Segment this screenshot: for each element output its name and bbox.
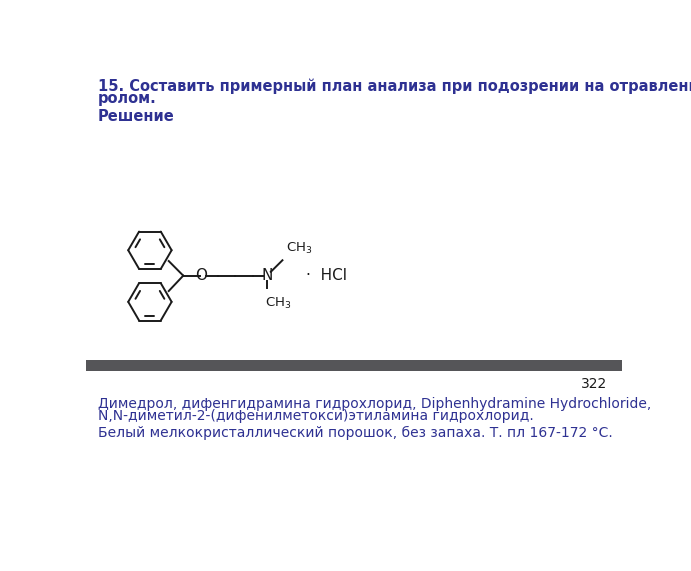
Text: O: O: [195, 268, 207, 283]
Text: CH$_3$: CH$_3$: [285, 242, 312, 256]
Text: 322: 322: [581, 377, 607, 391]
Text: N: N: [261, 268, 273, 283]
Text: 15. Составить примерный план анализа при подозрении на отравление димед-: 15. Составить примерный план анализа при…: [98, 79, 691, 94]
Text: ролом.: ролом.: [98, 91, 157, 106]
Text: CH$_3$: CH$_3$: [265, 296, 292, 311]
Text: N,N-диметил-2-(дифенилметокси)этиламина гидрохлорид.: N,N-диметил-2-(дифенилметокси)этиламина …: [98, 409, 533, 423]
Bar: [86, 360, 622, 371]
Text: Решение: Решение: [98, 109, 175, 124]
Text: Димедрол, дифенгидрамина гидрохлорид, Diphenhydramine Hydrochloride,: Димедрол, дифенгидрамина гидрохлорид, Di…: [98, 396, 651, 411]
Text: ·  HCl: · HCl: [305, 268, 347, 283]
Text: Белый мелкокристаллический порошок, без запаха. Т. пл 167-172 °С.: Белый мелкокристаллический порошок, без …: [98, 426, 613, 440]
